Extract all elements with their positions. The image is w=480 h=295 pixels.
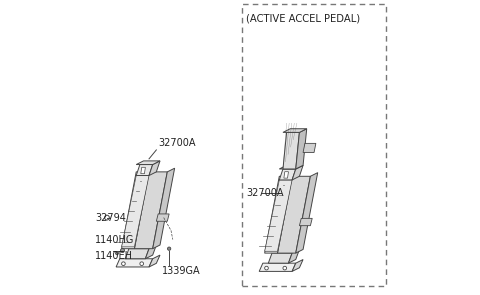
Polygon shape xyxy=(145,245,156,259)
Polygon shape xyxy=(283,132,300,169)
Polygon shape xyxy=(264,180,292,251)
Polygon shape xyxy=(136,161,160,165)
Circle shape xyxy=(140,262,144,266)
Circle shape xyxy=(105,215,109,220)
Polygon shape xyxy=(283,129,307,132)
Polygon shape xyxy=(125,249,149,259)
Polygon shape xyxy=(279,165,303,169)
Text: 32700A: 32700A xyxy=(158,138,195,148)
Polygon shape xyxy=(277,176,311,253)
Polygon shape xyxy=(121,176,149,247)
Polygon shape xyxy=(116,259,153,267)
Text: 1339GA: 1339GA xyxy=(162,266,200,276)
Circle shape xyxy=(264,266,268,270)
Polygon shape xyxy=(134,172,168,249)
Polygon shape xyxy=(300,218,312,226)
Bar xyxy=(242,4,386,286)
Polygon shape xyxy=(288,250,300,263)
Text: (ACTIVE ACCEL PEDAL): (ACTIVE ACCEL PEDAL) xyxy=(246,13,360,23)
Circle shape xyxy=(283,266,287,270)
Polygon shape xyxy=(303,143,316,153)
Polygon shape xyxy=(121,172,149,249)
Text: 1140EH: 1140EH xyxy=(96,251,133,261)
Polygon shape xyxy=(296,173,318,253)
Polygon shape xyxy=(149,161,160,176)
Polygon shape xyxy=(141,167,145,174)
Polygon shape xyxy=(153,168,175,249)
Polygon shape xyxy=(296,129,307,169)
Polygon shape xyxy=(284,172,288,178)
Polygon shape xyxy=(264,176,292,253)
Polygon shape xyxy=(259,263,296,271)
Text: 32794: 32794 xyxy=(96,213,126,223)
Polygon shape xyxy=(136,165,153,176)
Circle shape xyxy=(116,252,119,255)
Text: 32700A: 32700A xyxy=(247,188,284,198)
Circle shape xyxy=(120,248,124,253)
Polygon shape xyxy=(156,214,169,221)
Circle shape xyxy=(168,247,171,250)
Circle shape xyxy=(121,262,125,266)
Polygon shape xyxy=(279,169,296,180)
Polygon shape xyxy=(292,165,303,180)
Polygon shape xyxy=(292,260,303,271)
Polygon shape xyxy=(268,253,292,263)
Text: 1140HG: 1140HG xyxy=(96,235,135,245)
Polygon shape xyxy=(149,255,160,267)
